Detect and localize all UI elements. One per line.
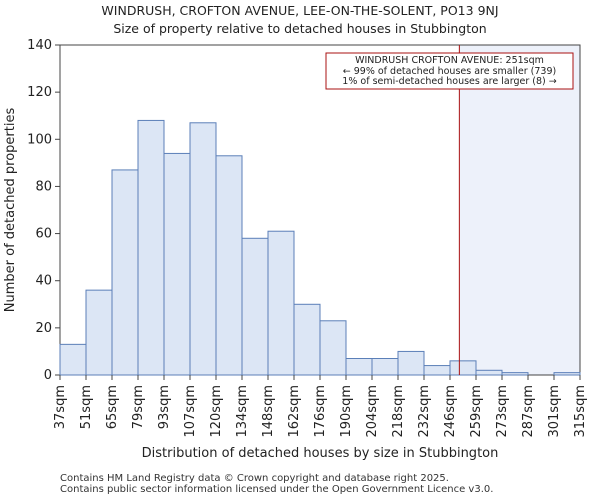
x-tick-label: 315sqm	[573, 385, 588, 438]
x-tick-label: 93sqm	[157, 385, 172, 429]
y-tick-label: 140	[27, 38, 52, 53]
x-tick-label: 232sqm	[417, 385, 432, 438]
y-axis-label: Number of detached properties	[3, 108, 18, 313]
y-tick-label: 60	[35, 227, 52, 242]
y-tick-label: 40	[35, 274, 52, 289]
x-tick-label: 190sqm	[339, 385, 354, 438]
x-tick-label: 273sqm	[495, 385, 510, 438]
x-tick-label: 37sqm	[53, 385, 68, 429]
histogram-bar	[319, 320, 347, 376]
histogram-bar	[137, 119, 165, 376]
highlight-region	[459, 45, 580, 375]
histogram-bar	[111, 169, 139, 376]
x-tick-label: 204sqm	[365, 385, 380, 438]
annotation-line: 1% of semi-detached houses are larger (8…	[342, 76, 556, 87]
x-tick-label: 176sqm	[313, 385, 328, 438]
annotation-line: ← 99% of detached houses are smaller (73…	[343, 66, 556, 77]
x-tick-label: 162sqm	[287, 385, 302, 438]
x-axis-label: Distribution of detached houses by size …	[142, 446, 499, 461]
x-tick-label: 79sqm	[131, 385, 146, 429]
histogram-bar	[397, 350, 425, 376]
x-tick-label: 148sqm	[261, 385, 276, 438]
chart-title: WINDRUSH, CROFTON AVENUE, LEE-ON-THE-SOL…	[101, 3, 499, 18]
histogram-bar	[215, 155, 243, 376]
x-tick-label: 218sqm	[391, 385, 406, 438]
histogram-chart: 0 20 40 60 80 100 120 140 37sqm 51sqm 65sqm 79sqm 93…	[3, 38, 588, 461]
histogram-bar	[293, 303, 321, 376]
histogram-bar	[85, 289, 113, 376]
histogram-bar	[241, 237, 269, 376]
histogram-bar	[345, 358, 373, 376]
x-tick-label: 287sqm	[521, 385, 536, 438]
histogram-bar	[449, 360, 477, 376]
histogram-bar	[423, 365, 451, 376]
x-tick-label: 301sqm	[547, 385, 562, 438]
annotation-title: WINDRUSH CROFTON AVENUE: 251sqm	[355, 55, 544, 66]
x-tick-label: 51sqm	[79, 385, 94, 429]
footer-line-1: Contains HM Land Registry data © Crown c…	[60, 473, 449, 484]
histogram-bar	[553, 372, 581, 376]
chart-subtitle: Size of property relative to detached ho…	[113, 21, 487, 36]
histogram-bar	[59, 343, 87, 376]
footer-line-2: Contains public sector information licen…	[60, 484, 494, 495]
histogram-bar	[267, 230, 295, 376]
histogram-bar	[475, 369, 503, 376]
y-tick-label: 120	[27, 85, 52, 100]
x-tick-label: 107sqm	[183, 385, 198, 438]
x-tick-label: 134sqm	[235, 385, 250, 438]
annotation-box	[325, 52, 574, 90]
y-tick-label: 0	[44, 368, 52, 383]
x-tick-label: 65sqm	[105, 385, 120, 429]
histogram-bar	[189, 122, 217, 376]
y-tick-label: 20	[35, 321, 52, 336]
x-tick-label: 259sqm	[469, 385, 484, 438]
y-tick-label: 100	[27, 132, 52, 147]
y-tick-label: 80	[35, 179, 52, 194]
x-tick-label: 120sqm	[209, 385, 224, 438]
histogram-bar	[163, 152, 191, 376]
histogram-bar	[501, 372, 529, 376]
x-tick-label: 246sqm	[443, 385, 458, 438]
histogram-bar	[371, 358, 399, 376]
